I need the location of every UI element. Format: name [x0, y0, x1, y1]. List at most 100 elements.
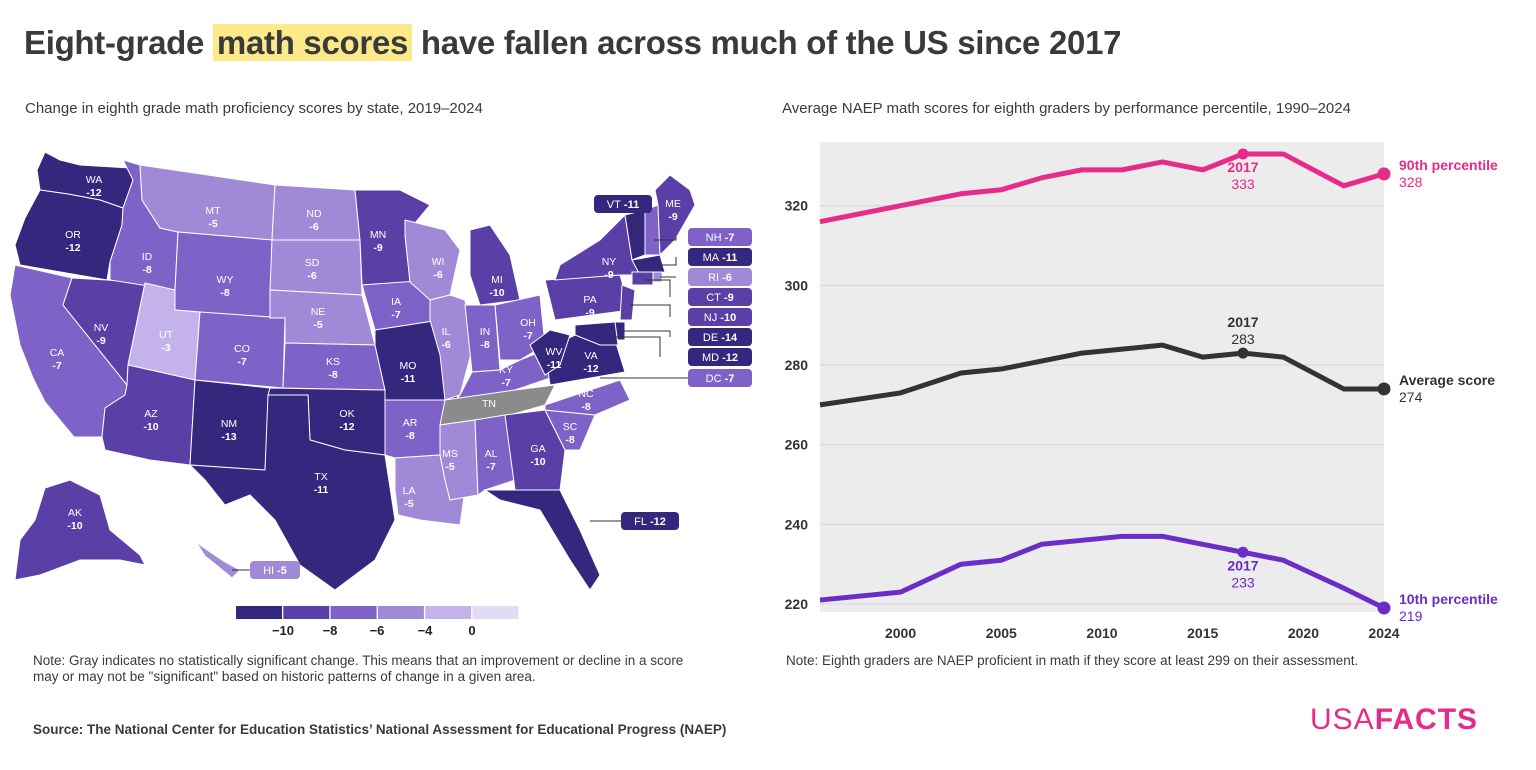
- us-state-map: WA-12OR-12CA-7NV-9ID-8MT-5WY-8UT-3AZ-10C…: [9, 151, 752, 638]
- legend-tick: 0: [468, 623, 475, 638]
- legend-swatch: [425, 606, 472, 619]
- state-label-mo: MO: [400, 360, 417, 372]
- state-label-wv: WV: [546, 346, 563, 358]
- callout-line-nj: [630, 304, 671, 317]
- callout-label-de: DE -14: [703, 332, 738, 344]
- logo-left: USA: [1310, 703, 1375, 736]
- state-label-pa: PA: [583, 294, 596, 306]
- state-ak[interactable]: [14, 479, 146, 581]
- state-ar[interactable]: [384, 399, 446, 459]
- state-label-ar: AR: [403, 417, 418, 429]
- state-tx[interactable]: [188, 394, 396, 591]
- legend-swatch: [330, 606, 377, 619]
- state-value-ia: -7: [391, 309, 400, 321]
- state-value-ky: -7: [501, 377, 510, 389]
- legend-swatch: [236, 606, 282, 619]
- state-label-ga: GA: [530, 443, 545, 455]
- x-tick-label: 2010: [1086, 625, 1117, 641]
- state-hi[interactable]: [194, 539, 241, 579]
- logo-right: FACTS: [1374, 703, 1479, 736]
- callout-line-md: [612, 336, 661, 357]
- state-value-mt: -5: [208, 218, 217, 230]
- state-label-ia: IA: [391, 296, 401, 308]
- state-label-la: LA: [403, 485, 416, 497]
- end-label-10th-percentile: 10th percentile: [1399, 591, 1498, 607]
- callout-value-ma: -11: [719, 252, 737, 264]
- callout-value-nh: -7: [722, 232, 735, 244]
- x-tick-label: 2005: [986, 625, 1017, 641]
- callout-box-ma: [688, 248, 752, 266]
- usafacts-logo: USAFACTS: [1310, 703, 1478, 737]
- state-value-ca: -7: [52, 360, 61, 372]
- callout-value-hi: -5: [274, 565, 287, 577]
- state-label-me: ME: [665, 198, 681, 210]
- state-label-tn: TN: [482, 398, 496, 410]
- state-label-wi: WI: [432, 256, 445, 268]
- title-part: have fallen across much of the US since …: [420, 24, 1122, 61]
- state-value-wa: -12: [86, 187, 101, 199]
- callout-value-dc: -7: [722, 373, 735, 385]
- callout-value-ct: -9: [721, 292, 734, 304]
- state-label-ks: KS: [326, 356, 340, 368]
- y-tick-label: 220: [785, 596, 809, 612]
- end-label-average-score: Average score: [1399, 372, 1495, 388]
- state-label-ca: CA: [50, 347, 65, 359]
- state-value-ok: -12: [339, 421, 354, 433]
- callout-label-ri: RI -6: [708, 272, 732, 284]
- x-tick-label: 2020: [1288, 625, 1319, 641]
- state-label-sd: SD: [305, 257, 320, 269]
- callout-box-nj: [688, 308, 752, 326]
- state-label-nv: NV: [94, 322, 109, 334]
- state-value-mn: -9: [373, 242, 382, 254]
- state-label-id: ID: [142, 251, 153, 263]
- map-legend: −10 −8 −6 −4 0: [236, 606, 519, 638]
- callout-value-md: -12: [719, 352, 738, 364]
- state-value-ak: -10: [67, 520, 82, 532]
- state-ct[interactable]: [631, 271, 654, 286]
- state-value-mi: -10: [489, 287, 504, 299]
- state-label-wa: WA: [86, 174, 103, 186]
- callout-value-fl: -12: [647, 516, 666, 528]
- state-value-id: -8: [142, 264, 151, 276]
- page-title: Eight-grade math scores have fallen acro…: [24, 24, 1121, 62]
- state-value-wv: -11: [547, 359, 562, 371]
- state-ga[interactable]: [504, 409, 566, 491]
- annotation-value-90th-percentile: 333: [1231, 176, 1255, 192]
- state-nj[interactable]: [619, 284, 636, 321]
- callout-box-ct: [688, 288, 752, 306]
- state-value-in: -8: [480, 339, 489, 351]
- state-value-nd: -6: [309, 221, 318, 233]
- x-tick-label: 2024: [1368, 625, 1399, 641]
- callout-line-nh: [654, 237, 677, 241]
- state-label-or: OR: [65, 229, 81, 241]
- callout-label-ma: MA -11: [703, 252, 738, 264]
- state-wv[interactable]: [529, 329, 571, 376]
- legend-tick: −8: [323, 623, 338, 638]
- state-value-la: -5: [404, 498, 413, 510]
- state-label-ny: NY: [602, 256, 617, 268]
- state-value-ar: -8: [405, 430, 414, 442]
- state-value-ny: -9: [604, 269, 613, 281]
- state-label-sc: SC: [563, 421, 578, 433]
- annotation-point-average-score: [1237, 347, 1249, 359]
- state-me[interactable]: [654, 174, 696, 257]
- state-value-wy: -8: [220, 287, 229, 299]
- state-label-mn: MN: [370, 229, 386, 241]
- state-value-va: -12: [583, 363, 598, 375]
- state-value-mo: -11: [401, 373, 416, 385]
- chart-note: Note: Eighth graders are NAEP proficient…: [786, 653, 1359, 668]
- state-ma[interactable]: [631, 254, 666, 276]
- state-value-nc: -8: [581, 401, 590, 413]
- state-md[interactable]: [574, 321, 619, 346]
- state-al[interactable]: [474, 414, 516, 496]
- callout-box-hi: [250, 561, 300, 579]
- callout-label-md: MD -12: [702, 352, 738, 364]
- state-label-nd: ND: [306, 208, 322, 220]
- state-value-ga: -10: [530, 456, 545, 468]
- callout-label-fl: FL -12: [634, 516, 666, 528]
- state-fl[interactable]: [483, 489, 601, 591]
- x-tick-label: 2015: [1187, 625, 1218, 641]
- state-label-ms: MS: [442, 448, 458, 460]
- callout-box-de: [688, 328, 752, 346]
- state-nc[interactable]: [544, 379, 631, 416]
